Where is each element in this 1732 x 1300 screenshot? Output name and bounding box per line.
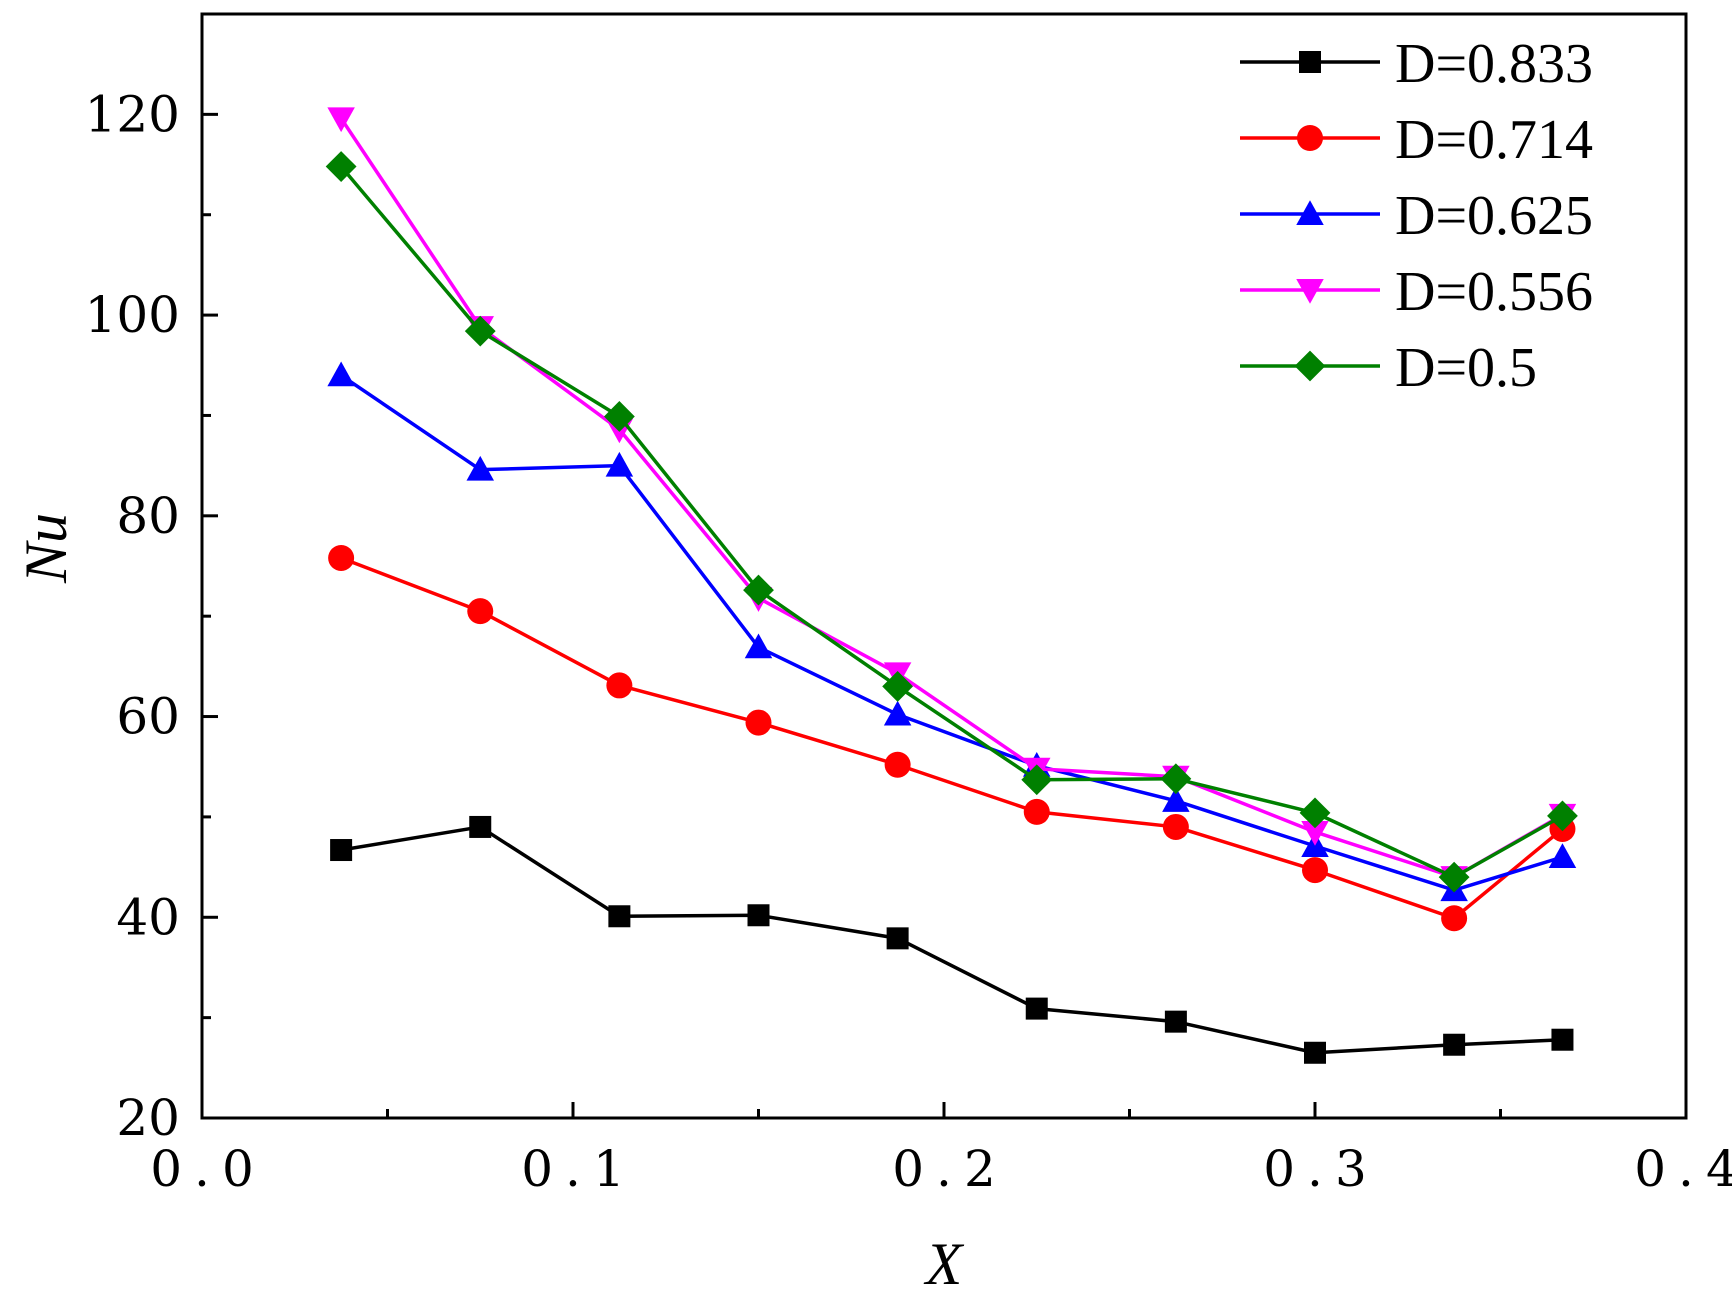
y-axis-ticks: 20 40 60 80 100 120 (85, 85, 218, 1147)
data-point (1025, 997, 1048, 1020)
data-point (1547, 800, 1578, 832)
data-point (466, 455, 494, 481)
data-point (1021, 764, 1053, 796)
x-tick-label: 0.1 (521, 1140, 637, 1198)
y-tick-label: 40 (116, 888, 180, 946)
legend-item: D=0.833 (1240, 33, 1593, 95)
legend-label: D=0.5 (1395, 337, 1537, 399)
legend-marker (1297, 125, 1323, 151)
data-point (1164, 1010, 1187, 1033)
y-tick-label: 120 (85, 85, 180, 143)
x-axis-ticks: 0.0 0.1 0.2 0.3 0.4 (150, 1102, 1732, 1198)
series-line (339, 117, 1564, 879)
legend-label: D=0.556 (1395, 261, 1593, 323)
data-point (603, 401, 635, 432)
data-point (469, 815, 492, 838)
data-point (1162, 787, 1190, 812)
x-tick-label: 0.4 (1634, 1140, 1732, 1198)
series-0 (330, 815, 1574, 1064)
x-tick-label: 0.0 (150, 1140, 266, 1198)
data-point (747, 904, 770, 927)
data-point (325, 151, 357, 182)
data-point (605, 451, 634, 477)
legend-marker (1296, 279, 1324, 304)
y-tick-label: 60 (116, 688, 180, 746)
data-point (327, 107, 355, 133)
data-point (884, 751, 911, 778)
data-point (1551, 1028, 1574, 1051)
data-point (327, 361, 355, 387)
series-line (339, 165, 1564, 879)
series-3 (327, 107, 1577, 891)
data-point (882, 671, 914, 702)
data-point (1023, 798, 1050, 825)
data-point (1304, 1041, 1326, 1064)
plot-frame (200, 12, 1688, 1120)
data-point (883, 700, 912, 726)
data-point (1162, 813, 1189, 840)
data-point (330, 839, 353, 862)
series-line (340, 556, 1564, 921)
y-axis-title: Nu (13, 513, 79, 584)
data-point (1302, 857, 1328, 884)
data-point (1301, 820, 1329, 846)
legend: D=0.833 D=0.714 D=0.625 D=0.556 D=0.5 (1240, 33, 1593, 399)
x-tick-label: 0.3 (1263, 1140, 1379, 1198)
data-point (464, 315, 496, 347)
data-point (745, 709, 772, 736)
data-point (608, 905, 631, 928)
series-2 (327, 361, 1577, 902)
data-point (1299, 797, 1331, 829)
data-point (467, 598, 494, 625)
y-tick-label: 20 (116, 1089, 180, 1147)
legend-item: D=0.5 (1240, 337, 1537, 399)
series-line (340, 373, 1563, 892)
data-point (1441, 905, 1468, 932)
legend-item: D=0.625 (1240, 185, 1593, 247)
data-point (886, 927, 909, 950)
series-line (340, 825, 1563, 1055)
data-point (744, 633, 773, 659)
data-point (606, 672, 633, 699)
data-point (1548, 843, 1577, 869)
legend-marker (1299, 51, 1321, 73)
y-tick-label: 80 (116, 487, 180, 545)
legend-marker (1296, 200, 1324, 225)
data-point (1438, 861, 1470, 893)
x-tick-label: 0.2 (892, 1140, 1008, 1198)
legend-label: D=0.833 (1395, 33, 1593, 95)
legend-label: D=0.625 (1395, 185, 1593, 247)
series-1 (328, 544, 1576, 932)
data-point (1443, 1033, 1466, 1056)
series-layer (325, 107, 1578, 1064)
legend-marker (1294, 350, 1326, 382)
data-point (328, 544, 355, 571)
data-point (1160, 763, 1192, 795)
legend-item: D=0.556 (1240, 261, 1593, 323)
legend-item: D=0.714 (1240, 109, 1593, 171)
legend-label: D=0.714 (1395, 109, 1593, 171)
y-tick-label: 100 (85, 286, 180, 344)
data-point (743, 574, 774, 606)
x-axis-title: X (924, 1231, 965, 1297)
series-4 (325, 151, 1578, 893)
